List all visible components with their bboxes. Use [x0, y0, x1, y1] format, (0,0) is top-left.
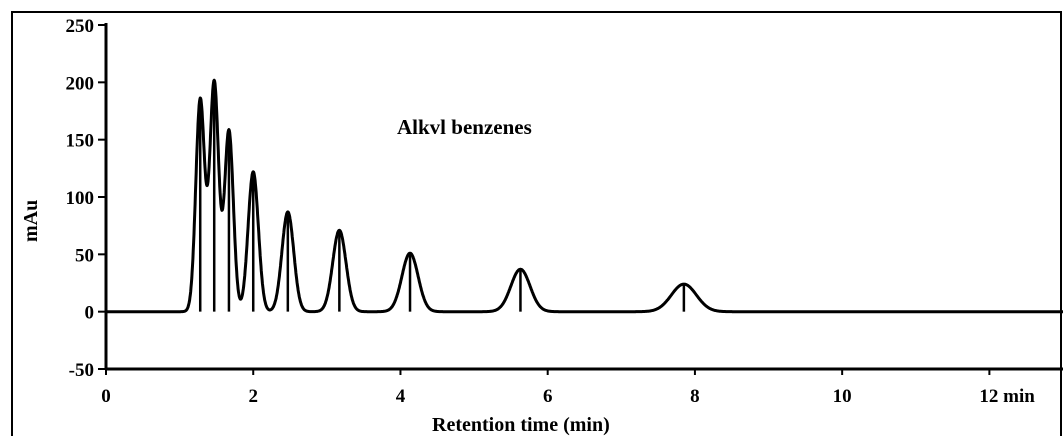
chromatogram-traces — [104, 78, 1063, 314]
y-tick-label: 250 — [66, 16, 95, 37]
x-tick-label: 2 — [248, 386, 258, 407]
x-tick-label: 6 — [543, 386, 553, 407]
y-tick-label: -50 — [69, 360, 94, 381]
y-tick-label: 0 — [85, 303, 95, 324]
y-tick-label: 200 — [66, 73, 95, 94]
y-tick-label: 150 — [66, 131, 95, 152]
y-tick-label: 50 — [75, 245, 94, 266]
x-tick-label: 10 — [833, 386, 852, 407]
y-axis: 250 200 150 100 50 0 -50 — [66, 16, 108, 381]
x-axis: 0 2 4 6 8 10 12 min — [101, 367, 1063, 407]
y-axis-title: mAu — [20, 200, 42, 242]
x-tick-label: 4 — [396, 386, 406, 407]
chart-annotation: Alkvl benzenes — [397, 115, 532, 139]
x-tick-label: 8 — [690, 386, 700, 407]
x-tick-label: 0 — [101, 386, 111, 407]
chromatogram-series — [104, 78, 1063, 314]
y-tick-label: 100 — [66, 188, 95, 209]
x-axis-title: Retention time (min) — [432, 414, 610, 436]
x-tick-label: 12 min — [979, 386, 1035, 407]
chart-frame — [11, 11, 1062, 436]
